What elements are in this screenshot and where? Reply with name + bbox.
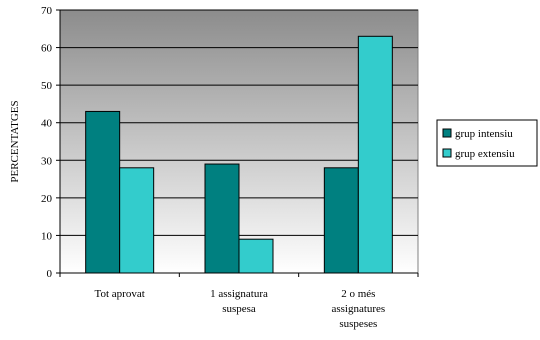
x-category-label-line: suspeses [339,318,377,330]
bar-extensiu-1 [238,238,274,274]
bar-extensiu-0 [119,167,155,274]
legend-label: grup intensiu [455,128,513,140]
y-tick-label: 70 [41,5,53,17]
bar-extensiu-2 [357,35,393,274]
y-ticks: 0 10 20 30 40 50 60 70 [41,5,60,280]
x-labels: Tot aprovat 1 assignatura suspesa 2 o més as… [95,288,386,330]
legend-box [436,119,538,167]
x-category-label-line: assignatures [331,303,385,315]
x-category-label: 2 o més assignatures suspeses [331,288,385,330]
legend-swatch [442,128,452,138]
x-category-label-line: 2 o més [341,288,375,300]
y-tick-label: 60 [41,43,53,55]
y-tick-label: 20 [41,193,53,205]
y-tick-label: 40 [41,118,53,130]
bar-intensiu-1 [204,163,240,274]
bar-intensiu-0 [85,110,121,274]
legend-label: grup extensiu [455,148,515,160]
x-category-label-line: Tot aprovat [95,288,145,300]
x-category-label-line: suspesa [222,303,256,315]
y-tick-label: 10 [41,230,53,242]
x-category-label-line: 1 assignatura [210,288,268,300]
y-tick-label: 50 [41,80,53,92]
x-category-label: 1 assignatura suspesa [210,288,268,315]
x-category-label: Tot aprovat [95,288,145,300]
axes [59,10,419,277]
bar-intensiu-2 [323,167,359,274]
bars [85,35,393,274]
y-tick-label: 30 [41,155,53,167]
y-axis-title: PERCENTATGES [9,100,21,182]
y-tick-label: 0 [47,268,53,280]
legend-swatch [442,148,452,158]
legend: grup intensiu grup extensiu [436,119,538,167]
